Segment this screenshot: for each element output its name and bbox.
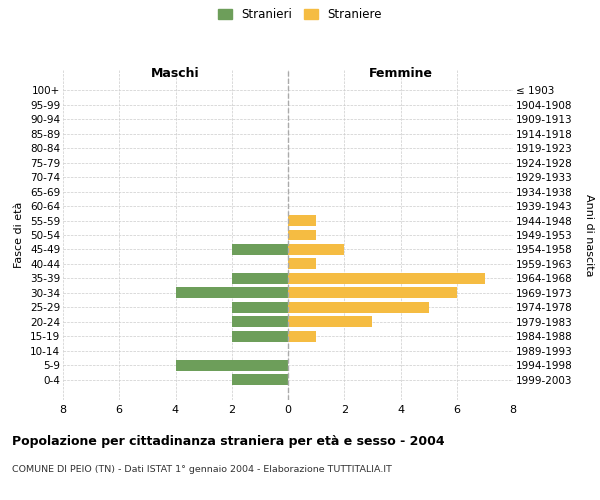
Bar <box>176 360 288 370</box>
Bar <box>288 258 316 270</box>
Bar <box>232 302 288 312</box>
Bar <box>288 288 457 298</box>
Bar <box>176 288 288 298</box>
Bar <box>232 244 288 255</box>
Bar <box>288 273 485 284</box>
Text: Maschi: Maschi <box>151 68 200 80</box>
Bar <box>288 215 316 226</box>
Bar <box>232 331 288 342</box>
Text: Femmine: Femmine <box>368 68 433 80</box>
Bar <box>288 316 373 327</box>
Legend: Stranieri, Straniere: Stranieri, Straniere <box>213 4 387 26</box>
Text: COMUNE DI PEIO (TN) - Dati ISTAT 1° gennaio 2004 - Elaborazione TUTTITALIA.IT: COMUNE DI PEIO (TN) - Dati ISTAT 1° genn… <box>12 465 392 474</box>
Bar <box>232 273 288 284</box>
Bar <box>232 316 288 327</box>
Bar <box>288 244 344 255</box>
Bar <box>288 230 316 240</box>
Bar <box>288 302 428 312</box>
Bar <box>232 374 288 385</box>
Bar <box>288 331 316 342</box>
Y-axis label: Anni di nascita: Anni di nascita <box>584 194 593 276</box>
Y-axis label: Fasce di età: Fasce di età <box>14 202 25 268</box>
Text: Popolazione per cittadinanza straniera per età e sesso - 2004: Popolazione per cittadinanza straniera p… <box>12 435 445 448</box>
